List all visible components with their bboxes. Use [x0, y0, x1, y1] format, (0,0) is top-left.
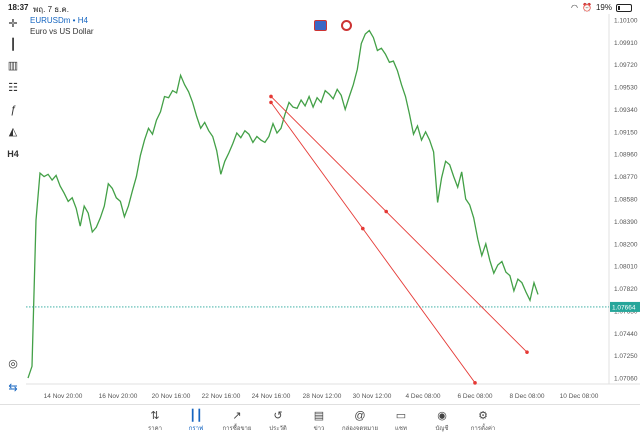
left-toolbar: ✛ ┃ ▥ ☷ ƒ ◭ H4 ◎ ⇆ [0, 14, 26, 404]
y-tick-label: 1.09720 [614, 62, 638, 69]
bottom-navigation: ⇅ ราคา ┃┃ กราฟ ↗ การซื้อขาย ↺ ประวัติ ▤ ข่าว @ กล่อ… [0, 404, 640, 448]
y-tick-label: 1.08010 [614, 264, 638, 271]
trendline-handle[interactable] [473, 381, 477, 385]
y-tick-label: 1.08200 [614, 241, 638, 248]
nav-item-label: กล่องจดหมาย [341, 426, 379, 432]
x-tick-label: 10 Dec 08:00 [560, 393, 599, 400]
y-tick-label: 1.08580 [614, 197, 638, 204]
status-right: ◠ ⏰ 19% [571, 3, 632, 12]
eu-flag-icon [314, 20, 327, 31]
trendline-2[interactable] [270, 96, 528, 353]
y-tick-label: 1.08770 [614, 174, 638, 181]
sliders-icon[interactable]: ☷ [8, 82, 18, 94]
x-tick-label: 14 Nov 20:00 [44, 393, 83, 400]
y-tick-label: 1.09150 [614, 129, 638, 136]
gear-icon: ⚙ [478, 410, 488, 422]
candles-icon[interactable]: ┃ [9, 39, 17, 51]
chart-area[interactable]: 1.10100 1.09910 1.09720 1.09530 1.09340 1.091… [26, 14, 640, 404]
history-icon: ↺ [273, 410, 283, 422]
x-tick-label: 16 Nov 20:00 [99, 393, 138, 400]
y-tick-label: 1.09530 [614, 85, 638, 92]
y-tick-label: 1.09910 [614, 40, 638, 47]
nav-item-gear[interactable]: ⚙ การตั้งค่า [461, 409, 505, 433]
symbol-name: EURUSDm • H4 [30, 16, 88, 25]
nav-item-label: ประวัติ [269, 426, 287, 432]
y-tick-label: 1.08960 [614, 152, 638, 159]
trendline-handle[interactable] [269, 100, 273, 105]
nav-item-chat[interactable]: ▭ แชท [379, 409, 423, 433]
nav-item-arrows-updown[interactable]: ⇅ ราคา [133, 409, 177, 433]
wifi-icon: ◠ [571, 3, 579, 12]
x-tick-label: 6 Dec 08:00 [457, 393, 492, 400]
x-tick-label: 30 Nov 12:00 [353, 393, 392, 400]
nav-item-news[interactable]: ▤ ข่าว [297, 409, 341, 433]
y-tick-label: 1.07820 [614, 286, 638, 293]
symbol-description: Euro vs US Dollar [30, 27, 94, 36]
x-tick-label: 8 Dec 08:00 [509, 393, 544, 400]
nav-item-history[interactable]: ↺ ประวัติ [256, 409, 300, 433]
trend-icon: ↗ [232, 410, 242, 422]
currency-flags [314, 20, 352, 31]
nav-item-at[interactable]: @ กล่องจดหมาย [338, 409, 382, 433]
status-date: พฤ. 7 ธ.ค. [33, 5, 69, 14]
chat-icon: ▭ [395, 410, 407, 422]
arrows-updown-icon: ⇅ [150, 410, 160, 422]
x-tick-label: 24 Nov 16:00 [252, 393, 291, 400]
x-tick-label: 28 Nov 12:00 [303, 393, 342, 400]
candles-icon: ┃┃ [189, 410, 203, 422]
y-tick-label: 1.10100 [614, 17, 638, 24]
trendline-handle[interactable] [361, 226, 365, 231]
at-icon: @ [354, 410, 366, 422]
y-tick-label: 1.07440 [614, 331, 638, 338]
nav-item-label: ราคา [148, 426, 162, 432]
y-tick-label: 1.07630 [614, 308, 638, 315]
y-tick-label: 1.09340 [614, 107, 638, 114]
x-tick-label: 22 Nov 16:00 [202, 393, 241, 400]
nav-item-label: การตั้งค่า [470, 426, 496, 432]
y-tick-label: 1.07060 [614, 376, 638, 383]
price-chart[interactable]: 1.10100 1.09910 1.09720 1.09530 1.09340 1.091… [26, 14, 640, 404]
nav-item-label: กราฟ [188, 426, 204, 432]
nav-item-label: บัญชี [435, 426, 449, 432]
current-price-label: 1.07664 [612, 304, 636, 311]
alarm-icon: ⏰ [582, 3, 592, 12]
nav-item-trend[interactable]: ↗ การซื้อขาย [215, 409, 259, 433]
trendline-handle[interactable] [269, 94, 273, 99]
price-series-line [27, 29, 539, 379]
trendline-handle[interactable] [384, 209, 389, 214]
y-tick-label: 1.08390 [614, 219, 638, 226]
trendline-1[interactable] [270, 102, 476, 384]
status-bar: 18:37 พฤ. 7 ธ.ค. ◠ ⏰ 19% [0, 0, 640, 14]
shapes-icon[interactable]: ◭ [8, 126, 18, 138]
function-icon[interactable]: ƒ [9, 104, 17, 116]
x-tick-label: 20 Nov 16:00 [152, 393, 191, 400]
status-time: 18:37 [8, 3, 29, 12]
y-tick-label: 1.07250 [614, 353, 638, 360]
battery-level: 19% [595, 3, 612, 12]
trade-icon[interactable]: ⇆ [8, 382, 18, 394]
news-icon: ▤ [313, 410, 325, 422]
trendline-handle[interactable] [525, 350, 529, 354]
nav-item-label: การซื้อขาย [222, 426, 252, 432]
nav-item-user[interactable]: ◉ บัญชี [420, 409, 464, 433]
nav-item-candles[interactable]: ┃┃ กราฟ [174, 409, 218, 433]
nav-item-label: แชท [395, 426, 407, 432]
zoom-icon[interactable]: ◎ [8, 358, 18, 370]
indicators-icon[interactable]: ▥ [7, 60, 19, 72]
x-tick-label: 4 Dec 08:00 [405, 393, 440, 400]
crosshair-icon[interactable]: ✛ [8, 18, 18, 30]
nav-item-label: ข่าว [313, 426, 325, 432]
current-price-badge [610, 301, 640, 312]
battery-icon [616, 3, 632, 12]
us-flag-icon [341, 20, 352, 31]
timeframe-button[interactable]: H4 [7, 149, 19, 159]
user-icon: ◉ [437, 410, 447, 422]
symbol-info: EURUSDm • H4 Euro vs US Dollar [30, 16, 94, 36]
